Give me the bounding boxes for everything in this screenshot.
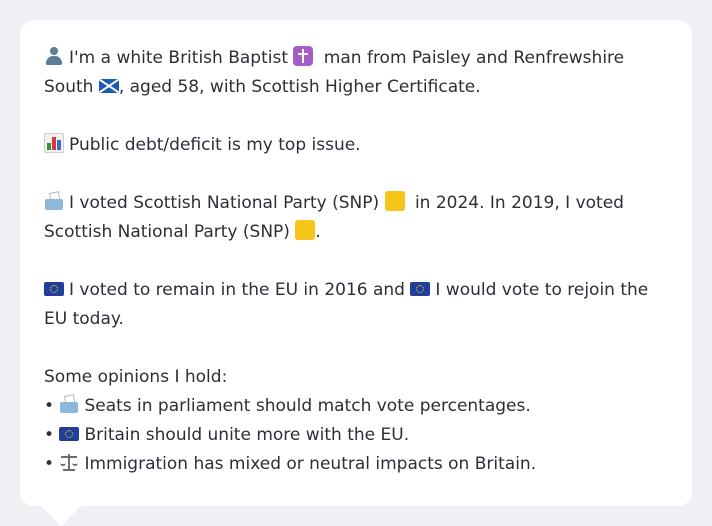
- opinion-text: Seats in parliament should match vote pe…: [84, 396, 531, 416]
- scotland-flag-icon: [98, 79, 119, 93]
- yellow-square-icon: [295, 220, 316, 240]
- eu-text-part2: I would vote to rejoin the EU today.: [44, 280, 649, 329]
- balance-scale-icon: [59, 452, 79, 472]
- vote-text-part1: I voted Scottish National Party (SNP): [69, 193, 380, 213]
- eu-flag-icon: [44, 282, 64, 296]
- eu-flag-icon: [59, 427, 80, 441]
- opinion-text: Britain should unite more with the EU.: [84, 425, 410, 445]
- bar-chart-icon: [44, 133, 64, 153]
- eu-stance-paragraph: I voted to remain in the EU in 2016 and …: [44, 276, 668, 334]
- vote-text-part2: in 2024. In 2019, I voted Scottish Natio…: [44, 193, 624, 242]
- bullet: •: [44, 454, 55, 474]
- ballot-box-icon: [44, 191, 64, 211]
- eu-text-part1: I voted to remain in the EU in 2016 and: [69, 280, 405, 300]
- identity-text-part2: man from Paisley and Renfrewshire South: [44, 48, 625, 97]
- profile-message-card: I'm a white British Baptist man from Pai…: [20, 20, 692, 506]
- top-issue-paragraph: Public debt/deficit is my top issue.: [44, 131, 668, 160]
- opinion-item: • Britain should unite more with the EU.: [44, 421, 668, 450]
- identity-text-part1: I'm a white British Baptist: [69, 48, 288, 68]
- ballot-box-icon: [59, 394, 79, 414]
- opinions-heading: Some opinions I hold:: [44, 367, 228, 387]
- identity-paragraph: I'm a white British Baptist man from Pai…: [44, 44, 668, 102]
- latin-cross-icon: [293, 46, 314, 66]
- bullet: •: [44, 396, 55, 416]
- vote-text-part3: .: [315, 222, 321, 242]
- bullet: •: [44, 425, 55, 445]
- opinion-item: • Immigration has mixed or neutral impac…: [44, 450, 668, 479]
- opinion-text: Immigration has mixed or neutral impacts…: [84, 454, 537, 474]
- eu-flag-icon: [410, 282, 431, 296]
- yellow-square-icon: [384, 191, 405, 211]
- vote-history-paragraph: I voted Scottish National Party (SNP) in…: [44, 189, 668, 247]
- person-silhouette-icon: [44, 46, 64, 66]
- opinion-item: • Seats in parliament should match vote …: [44, 392, 668, 421]
- opinions-list: • Seats in parliament should match vote …: [44, 392, 668, 479]
- identity-text-part3: , aged 58, with Scottish Higher Certific…: [118, 77, 481, 97]
- top-issue-text: Public debt/deficit is my top issue.: [69, 135, 361, 155]
- speech-bubble-tail: [40, 505, 82, 526]
